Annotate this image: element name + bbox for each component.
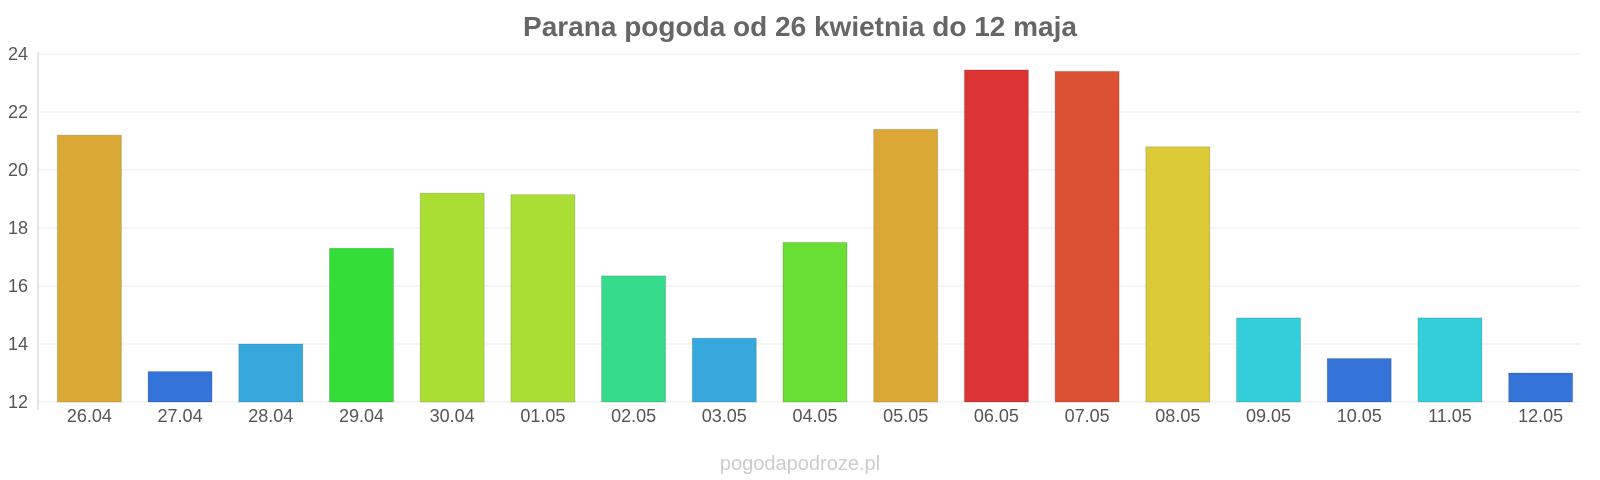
x-tick-label: 26.04 [67,406,112,426]
x-tick-label: 30.04 [430,406,475,426]
x-tick-label: 07.05 [1065,406,1110,426]
x-tick-label: 28.04 [248,406,293,426]
x-tick-label: 03.05 [702,406,747,426]
x-tick-label: 12.05 [1518,406,1563,426]
bar [963,69,1029,403]
bar [147,371,213,403]
y-tick-label: 24 [8,44,28,64]
x-tick-label: 04.05 [792,406,837,426]
bar [1145,146,1211,403]
y-tick-label: 12 [8,392,28,412]
x-axis-ticks: 26.04 27.04 28.04 29.04 30.04 01.05 02.05 03.05… [67,406,1563,426]
bar [56,134,122,403]
bar [238,343,304,403]
bar [1054,70,1120,403]
y-tick-label: 18 [8,218,28,238]
bar [1326,358,1392,403]
bar [1417,317,1483,403]
x-tick-label: 02.05 [611,406,656,426]
y-tick-label: 16 [8,276,28,296]
bar [510,194,576,403]
bar [782,242,848,403]
y-tick-label: 14 [8,334,28,354]
x-tick-label: 27.04 [158,406,203,426]
x-tick-label: 01.05 [520,406,565,426]
bars [56,69,1574,403]
bar [328,247,394,403]
bar [1236,317,1302,403]
x-tick-label: 11.05 [1428,406,1472,426]
bar [691,337,757,403]
bar [419,192,485,403]
x-tick-label: 08.05 [1155,406,1200,426]
y-axis-ticks: 12 14 16 18 20 22 24 [8,44,28,412]
y-tick-label: 22 [8,102,28,122]
bar [1508,372,1574,403]
x-tick-label: 06.05 [974,406,1019,426]
watermark: pogodapodroze.pl [720,453,880,475]
y-tick-label: 20 [8,160,28,180]
x-tick-label: 05.05 [883,406,928,426]
x-tick-label: 10.05 [1337,406,1382,426]
x-tick-label: 29.04 [339,406,384,426]
chart-title: Parana pogoda od 26 kwietnia do 12 maja [523,11,1077,42]
bar [873,128,939,403]
bar [601,275,667,403]
x-tick-label: 09.05 [1246,406,1291,426]
